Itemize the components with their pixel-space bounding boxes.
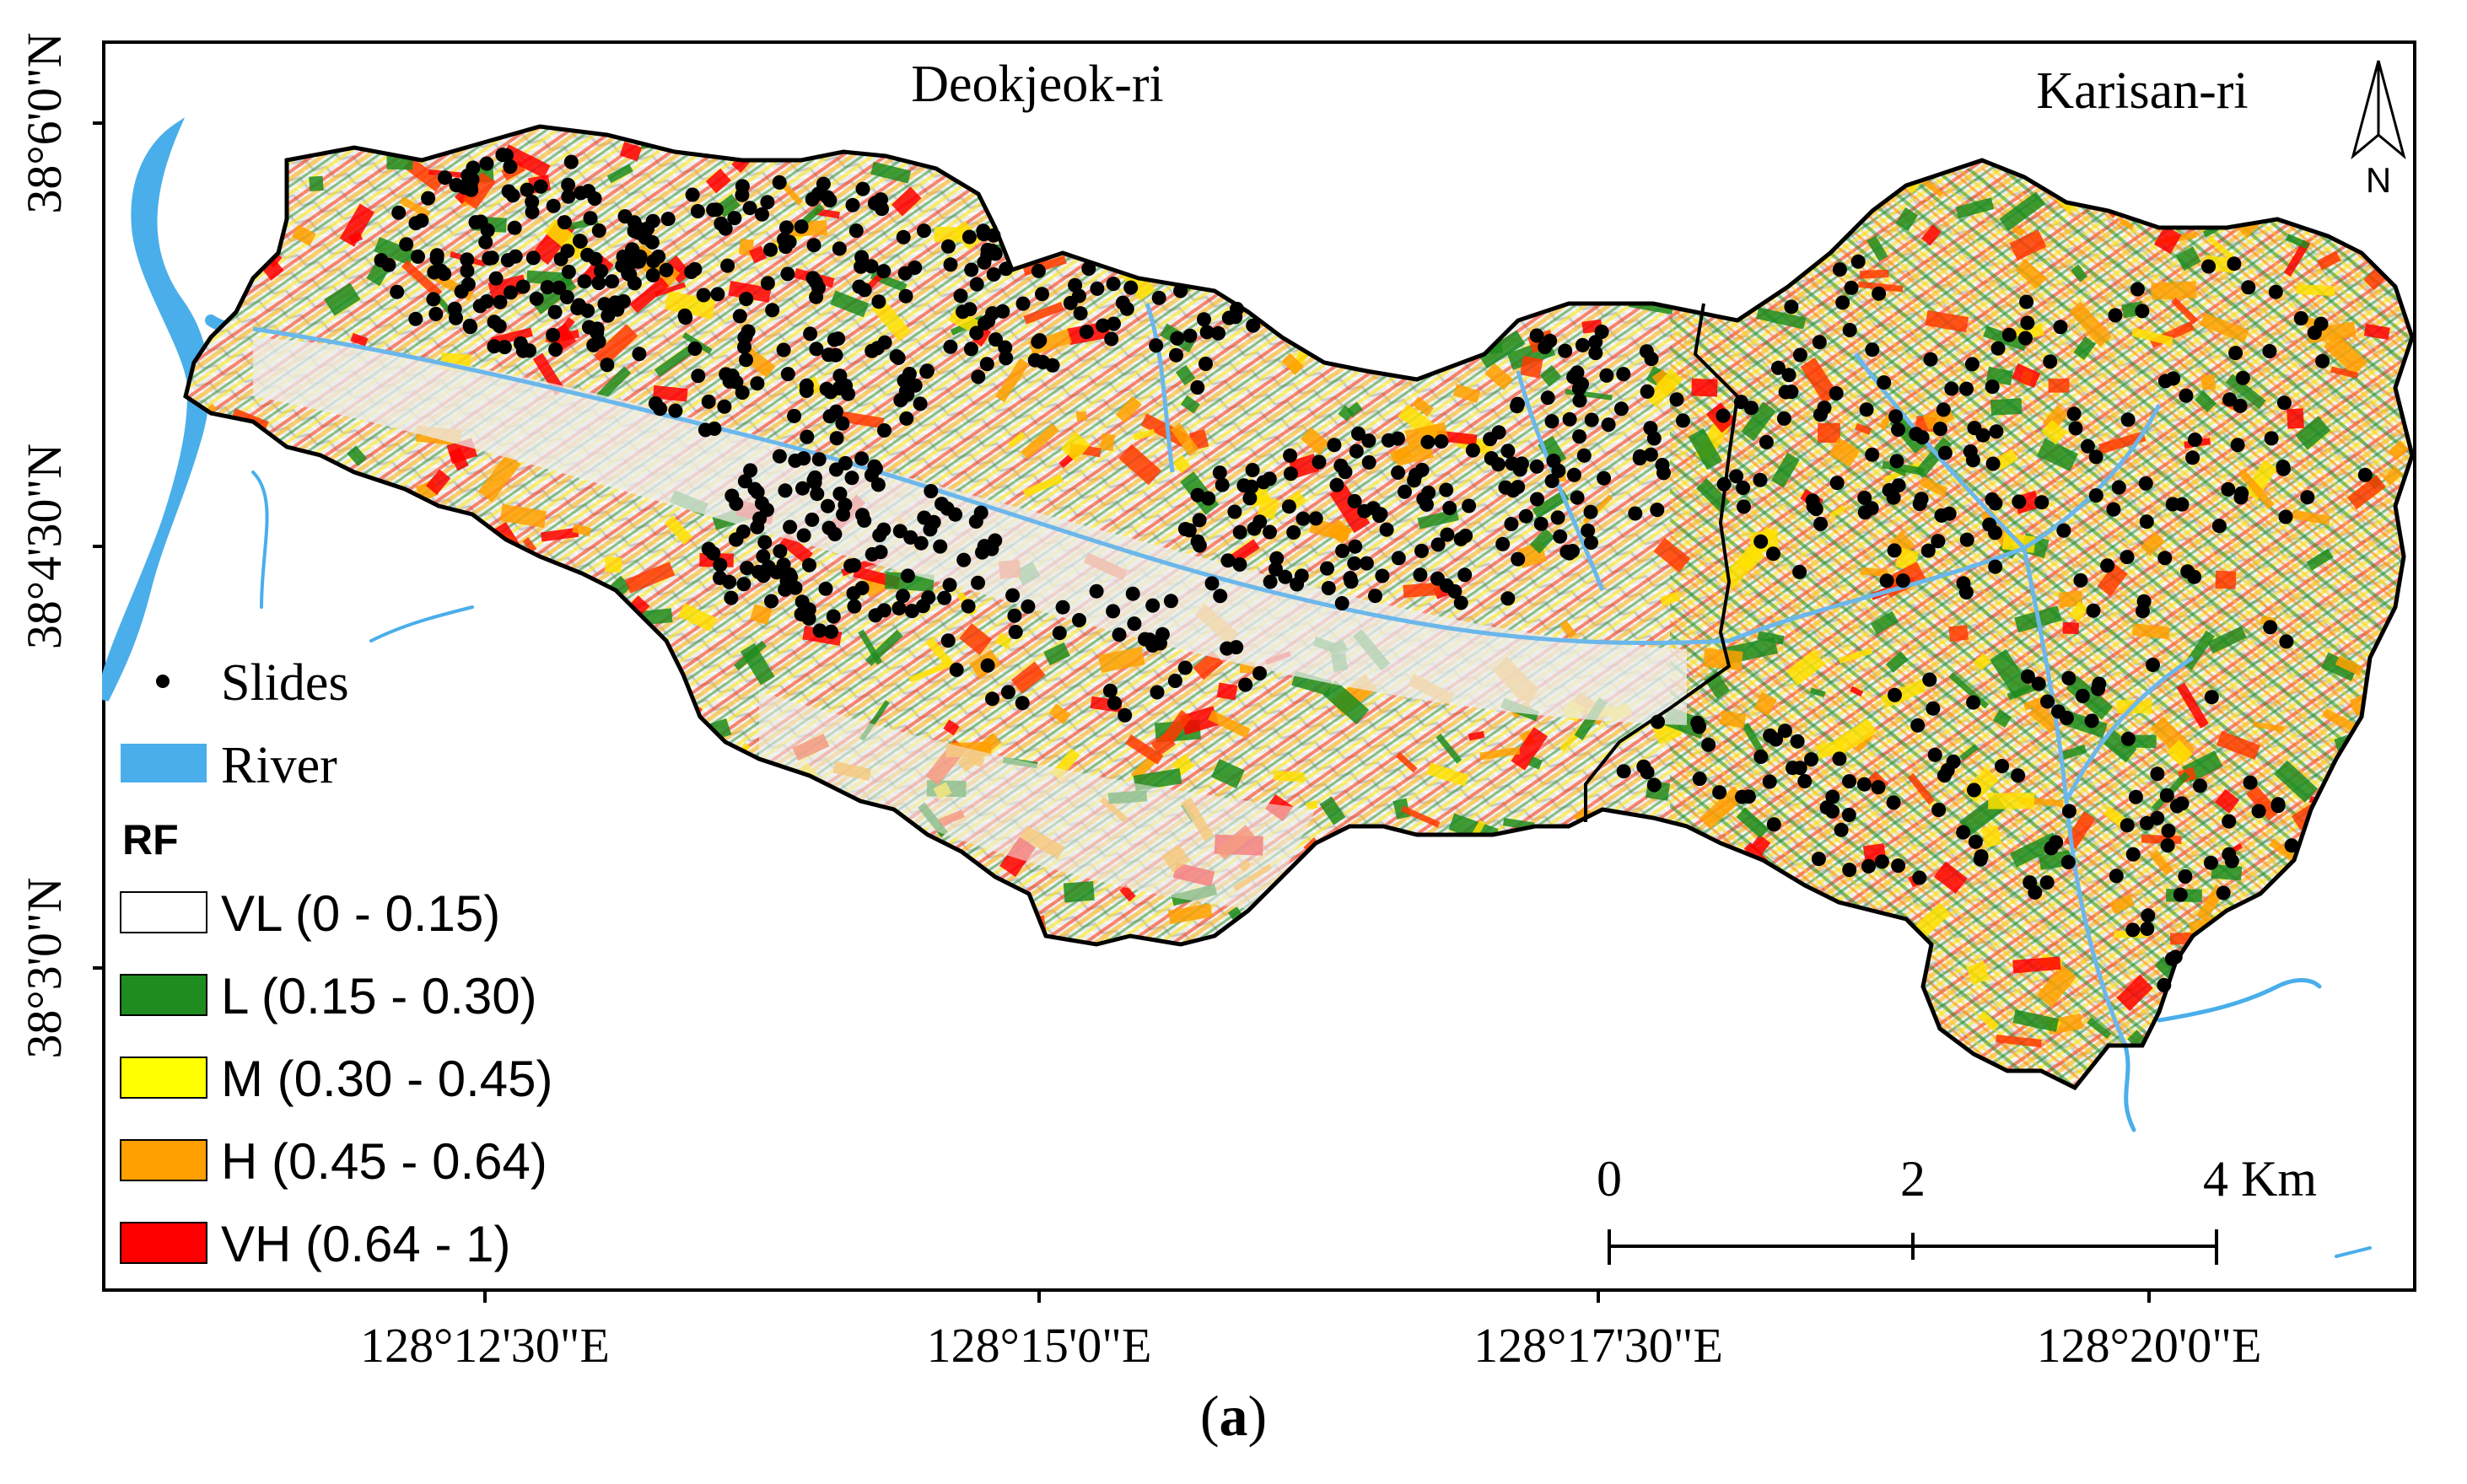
slide-points [374, 148, 2373, 992]
legend-slides-label: Slides [221, 654, 349, 712]
legend-swatch-2 [120, 1057, 207, 1099]
legend-river-swatch [121, 744, 207, 782]
lon-label-1: 128°12'30"E [360, 1318, 610, 1373]
legend-class-label-1: L (0.15 - 0.30) [221, 968, 537, 1024]
lon-label-3: 128°17'30"E [1473, 1318, 1723, 1373]
figure-caption: (a) [0, 1383, 2467, 1449]
caption-open: ( [1199, 1384, 1220, 1448]
region-label-deokjeok: Deokjeok-ri [911, 56, 1164, 113]
lat-label-3: 38°3'0"N [17, 877, 72, 1058]
lat-label-1: 38°6'0"N [17, 32, 72, 213]
legend-class-label-4: VH (0.64 - 1) [221, 1216, 510, 1272]
scale-label-0: 0 [1597, 1151, 1622, 1207]
legend-swatch-4 [120, 1222, 207, 1264]
north-arrow-icon: N [2351, 60, 2406, 200]
village-boundary [1584, 303, 1740, 822]
lon-ticks [483, 1290, 2151, 1303]
legend-title: RF [122, 816, 179, 863]
scale-bar [1608, 1229, 2218, 1265]
map-border [102, 40, 2416, 1292]
legend: Slides River RF VL (0 - 0.15) L (0.15 - 0… [120, 654, 553, 1272]
legend-swatch-0 [120, 891, 207, 933]
region-label-karisan: Karisan-ri [2036, 62, 2248, 120]
lat-label-2: 38°4'30"N [17, 444, 72, 649]
legend-swatch-3 [120, 1139, 207, 1181]
legend-swatch-1 [120, 974, 207, 1016]
legend-slide-icon [156, 675, 170, 688]
lon-label-4: 128°20'0"E [2037, 1318, 2262, 1373]
lon-label-2: 128°15'0"E [927, 1318, 1152, 1373]
legend-class-label-0: VL (0 - 0.15) [221, 885, 500, 942]
legend-class-label-3: H (0.45 - 0.64) [221, 1133, 547, 1190]
scale-label-4: 4 Km [2203, 1151, 2317, 1207]
caption-letter: a [1219, 1384, 1248, 1448]
caption-close: ) [1247, 1384, 1268, 1448]
legend-class-label-2: M (0.30 - 0.45) [221, 1051, 553, 1107]
scale-label-2: 2 [1900, 1151, 1926, 1207]
lat-ticks [93, 121, 104, 970]
north-label: N [2366, 160, 2391, 200]
legend-river-label: River [221, 737, 337, 794]
